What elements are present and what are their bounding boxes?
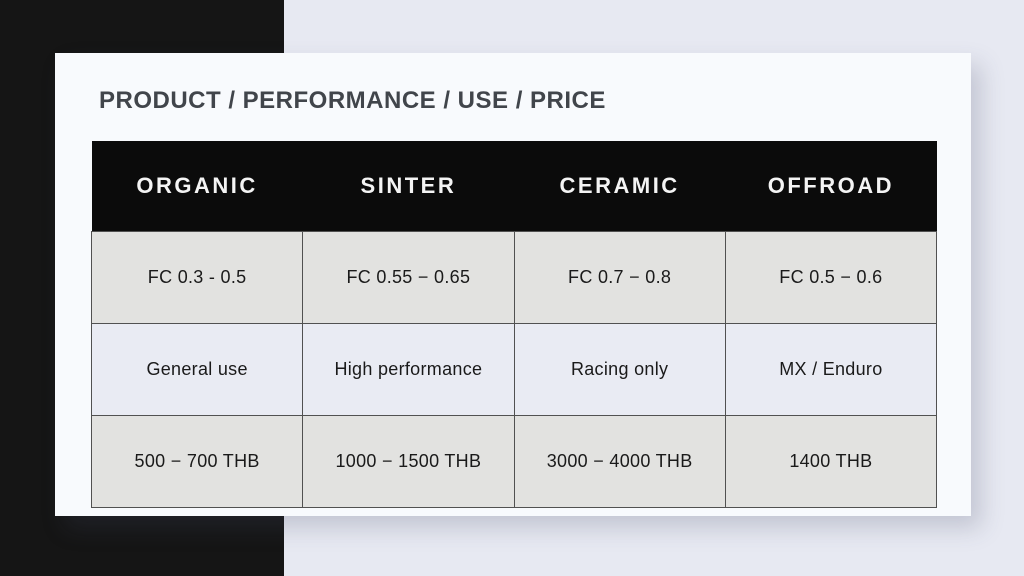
- cell-ceramic-fc: FC 0.7 − 0.8: [513, 231, 726, 324]
- table-row-price: 500 − 700 THB 1000 − 1500 THB 3000 − 400…: [90, 415, 938, 508]
- cell-organic-price: 500 − 700 THB: [90, 415, 304, 508]
- cell-sinter-price: 1000 − 1500 THB: [302, 415, 515, 508]
- column-header-organic: ORGANIC: [91, 141, 303, 232]
- table-row-friction-coefficient: FC 0.3 - 0.5 FC 0.55 − 0.65 FC 0.7 − 0.8…: [90, 231, 938, 324]
- cell-sinter-fc: FC 0.55 − 0.65: [302, 231, 515, 324]
- cell-ceramic-use: Racing only: [513, 323, 726, 416]
- column-header-sinter: SINTER: [302, 141, 514, 232]
- cell-offroad-price: 1400 THB: [724, 415, 938, 508]
- cell-organic-use: General use: [90, 323, 304, 416]
- cell-offroad-fc: FC 0.5 − 0.6: [724, 231, 938, 324]
- table-header-row: ORGANIC SINTER CERAMIC OFFROAD: [91, 141, 937, 232]
- column-header-offroad: OFFROAD: [725, 141, 937, 232]
- cell-sinter-use: High performance: [302, 323, 515, 416]
- product-comparison-table: ORGANIC SINTER CERAMIC OFFROAD FC 0.3 - …: [90, 141, 938, 508]
- table-row-use: General use High performance Racing only…: [90, 323, 938, 416]
- cell-ceramic-price: 3000 − 4000 THB: [513, 415, 726, 508]
- slide-card: PRODUCT / PERFORMANCE / USE / PRICE ORGA…: [55, 53, 971, 516]
- cell-organic-fc: FC 0.3 - 0.5: [90, 231, 304, 324]
- column-header-ceramic: CERAMIC: [514, 141, 726, 232]
- slide-title: PRODUCT / PERFORMANCE / USE / PRICE: [99, 87, 606, 114]
- cell-offroad-use: MX / Enduro: [724, 323, 938, 416]
